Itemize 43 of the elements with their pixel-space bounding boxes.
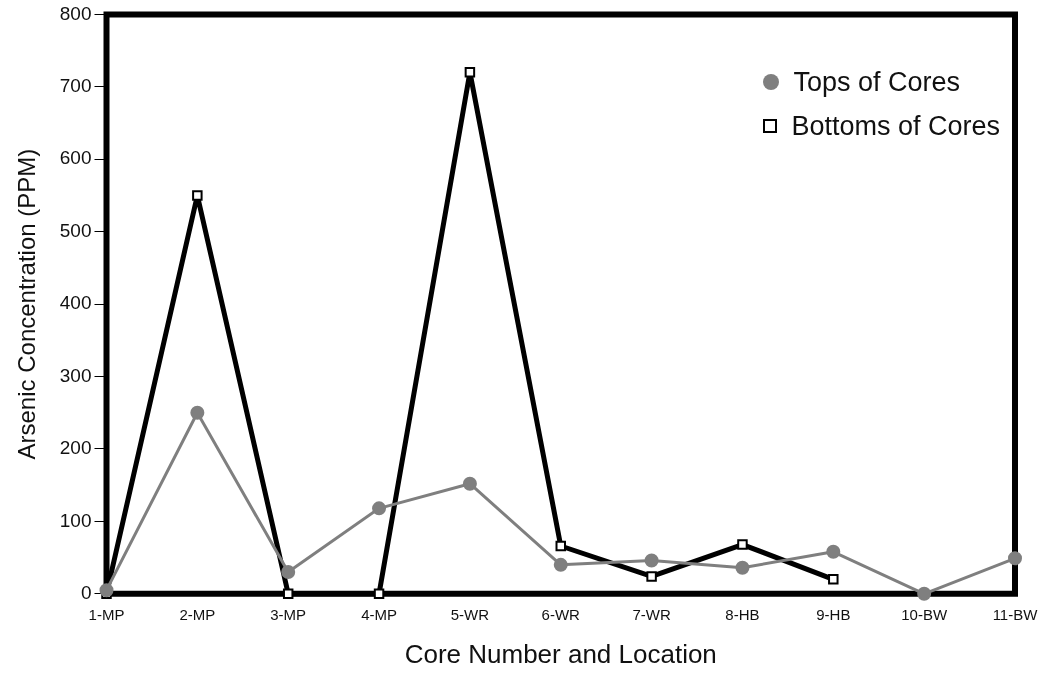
point [644,553,659,568]
point [646,571,657,582]
y-tick-label: 400 [59,292,92,314]
legend-label: Bottoms of Cores [791,110,1000,143]
x-tick-label: 5-WR [450,605,490,623]
point [192,190,203,201]
x-tick-label: 7-WR [632,605,671,623]
point [555,540,566,552]
x-tick-label: 2-MP [179,605,216,623]
point [735,560,750,575]
y-tick-label: 200 [59,437,92,459]
x-tick-label: 10-BW [901,605,948,623]
point [826,544,841,559]
point [373,588,385,600]
x-tick-label: 11-BW [992,605,1039,623]
point [282,588,294,600]
point [462,476,477,491]
x-tick-label: 1-MP [88,605,125,623]
point [828,574,839,585]
point [372,501,387,516]
x-axis-title: Core Number and Location [404,638,717,669]
y-tick-label: 500 [59,219,92,241]
y-tick-label: 800 [59,2,92,24]
point [99,583,114,598]
point [553,557,568,572]
y-tick-label: 700 [59,75,92,97]
point [737,539,748,550]
x-tick-label: 4-MP [361,605,397,623]
legend-label: Tops of Cores [793,66,960,99]
x-tick-label: 9-HB [816,605,851,623]
point [190,405,205,420]
x-tick-label: 6-WR [541,605,581,623]
y-tick-label: 300 [59,364,92,386]
x-tick-label: 3-MP [270,605,307,623]
y-tick-label: 600 [59,147,92,169]
y-tick-label: 100 [59,509,92,531]
point [281,565,296,580]
point [1008,551,1022,566]
x-tick-label: 8-HB [725,605,760,623]
y-tick-label: 0 [80,582,92,604]
point [464,67,476,78]
point [917,586,932,601]
y-axis-title: Arsenic Concentration (PPM) [13,148,41,460]
